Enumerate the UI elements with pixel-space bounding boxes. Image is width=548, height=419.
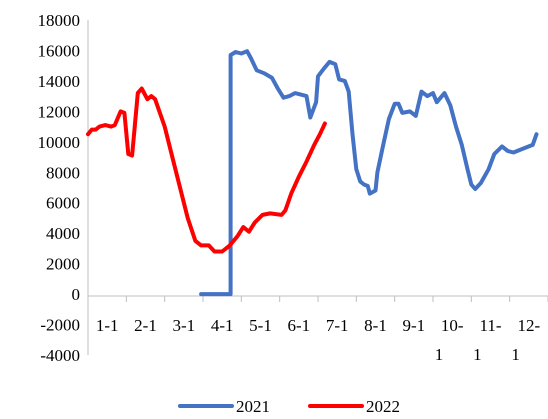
series-line-2021 [199,49,539,297]
y-tick-label: 14000 [38,72,81,91]
x-tick-label: 6-1 [287,316,310,335]
legend: 2021 2022 [178,397,400,416]
x-tick-label: 10- [441,316,464,335]
x-axis: 1-1 2-1 3-1 4-1 5-1 6-1 7-1 8-1 9-1 10- 1 11- 1 12- 1 [87,295,548,364]
x-tick-label-line2: 1 [435,345,444,364]
x-tick-label: 3-1 [172,316,195,335]
x-tick-label: 8-1 [364,316,387,335]
y-tick-label: 8000 [46,163,80,182]
y-axis: -4000 -2000 0 2000 4000 6000 8000 10000 12000 140… [38,11,89,365]
x-tick-label: 9-1 [402,316,425,335]
y-tick-label: 12000 [38,102,81,121]
plot-area [86,49,539,297]
x-tick-label-line2: 1 [511,345,520,364]
x-tick-label: 4-1 [211,316,234,335]
x-tick-label: 5-1 [249,316,272,335]
y-tick-label: 2000 [46,255,80,274]
series-line-2022 [86,86,327,254]
y-tick-label: 0 [72,285,81,304]
y-tick-label: 6000 [46,194,80,213]
y-tick-label: 16000 [38,41,81,60]
x-tick-label: 12- [517,316,540,335]
legend-label-2021: 2021 [236,397,270,416]
y-tick-label: -2000 [40,316,80,335]
y-tick-label: -4000 [40,346,80,365]
y-tick-label: 4000 [46,224,80,243]
x-tick-label: 2-1 [134,316,157,335]
x-tick-label: 7-1 [326,316,349,335]
x-tick-label: 11- [479,316,501,335]
x-tick-label: 1-1 [96,316,119,335]
legend-label-2022: 2022 [366,397,400,416]
y-tick-label: 10000 [38,133,81,152]
x-tick-label-line2: 1 [473,345,482,364]
y-tick-label: 18000 [38,11,81,30]
